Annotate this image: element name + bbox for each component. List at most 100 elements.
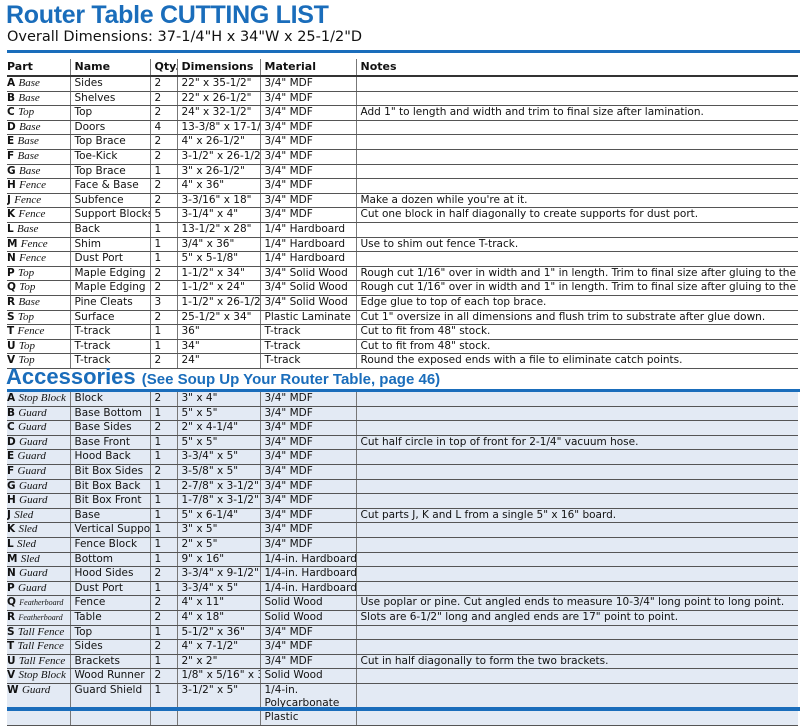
name-cell: Doors (69, 120, 150, 136)
dimensions-cell: 3" x 26-1/2" (176, 164, 260, 180)
dimensions-cell: 13-1/2" x 28" (176, 222, 260, 238)
dimensions-cell: 1/8" x 5/16" x 3" (176, 668, 260, 684)
notes-cell: Use to shim out fence T-track. (355, 237, 798, 253)
table-row: S Top Surface 2 25-1/2" x 34" Plastic Lamina… (7, 310, 798, 326)
name-cell: Face & Base (69, 178, 150, 194)
dimensions-cell: 2-7/8" x 3-1/2" (176, 479, 260, 495)
table-row: L Base Back 1 13-1/2" x 28" 1/4" Hardboard (7, 222, 798, 238)
name-cell: Pine Cleats (69, 295, 150, 311)
table-row: H Fence Face & Base 2 4" x 36" 3/4" MDF (7, 178, 798, 194)
part-category: Base (19, 120, 41, 133)
name-cell: Bit Box Front (69, 493, 150, 509)
part-letter: Q (7, 596, 16, 609)
name-cell: Top (69, 105, 150, 121)
dimensions-cell: 5-1/2" x 36" (176, 625, 260, 641)
part-cell: H Fence (7, 178, 70, 194)
name-cell: Fence Block (69, 537, 150, 553)
material-cell: Plastic Laminate (259, 310, 356, 326)
notes-cell: Cut in half diagonally to form the two b… (355, 654, 798, 670)
qty-cell: 1 (149, 625, 177, 641)
table-row: E Guard Hood Back 1 3-3/4" x 5" 3/4" MDF (7, 449, 798, 465)
part-cell: L Sled (7, 537, 70, 553)
table-row: G Guard Bit Box Back 1 2-7/8" x 3-1/2" 3/4" … (7, 479, 798, 495)
part-cell: S Tall Fence (7, 625, 70, 641)
table-row: S Tall Fence Top 1 5-1/2" x 36" 3/4" MDF (7, 625, 798, 641)
part-cell: A Base (7, 76, 70, 92)
part-category: Sled (20, 552, 40, 565)
part-category: Fence (18, 208, 46, 221)
table-row: H Guard Bit Box Front 1 1-7/8" x 3-1/2" 3/4"… (7, 493, 798, 509)
part-category: Featherboard (19, 598, 64, 608)
table-row: T Fence T-track 1 36" T-track Cut to fit from… (7, 324, 798, 340)
material-cell: 3/4" MDF (259, 134, 356, 150)
dimensions-cell: 4" x 26-1/2" (176, 134, 260, 150)
part-category: Fence (17, 325, 45, 338)
part-category: Fence (19, 179, 47, 192)
table-row: M Sled Bottom 1 9" x 16" 1/4-in. Hardboard (7, 552, 798, 568)
name-cell: Bit Box Sides (69, 464, 150, 480)
part-letter: L (7, 222, 14, 235)
name-cell: Dust Port (69, 581, 150, 597)
qty-cell: 1 (149, 552, 177, 568)
material-cell: 1/4" Hardboard (259, 251, 356, 267)
notes-cell (355, 464, 798, 480)
notes-cell (355, 164, 798, 180)
material-cell: 1/4" Hardboard (259, 237, 356, 253)
qty-cell: 5 (149, 207, 177, 223)
material-cell: 3/4" MDF (259, 406, 356, 422)
qty-cell: 1 (149, 339, 177, 355)
table-row: C Top Top 2 24" x 32-1/2" 3/4" MDF Add 1" to … (7, 105, 798, 121)
notes-cell (355, 134, 798, 150)
name-cell: Base Sides (69, 420, 150, 436)
dimensions-cell: 5" x 5" (176, 406, 260, 422)
dimensions-cell: 1-1/2" x 24" (176, 280, 260, 296)
name-cell: Top Brace (69, 134, 150, 150)
name-cell: Base Front (69, 435, 150, 451)
notes-cell: Use poplar or pine. Cut angled ends to m… (355, 595, 798, 611)
material-cell: 1/4-in. Hardboard (259, 552, 356, 568)
part-cell: S Top (7, 310, 70, 326)
dimensions-cell: 3" x 4" (176, 392, 260, 407)
name-cell: Bit Box Back (69, 479, 150, 495)
dimensions-cell: 1-7/8" x 3-1/2" (176, 493, 260, 509)
part-letter: Q (7, 281, 16, 294)
table-row: P Top Maple Edging 2 1-1/2" x 34" 3/4" Solid… (7, 266, 798, 282)
table-row: N Guard Hood Sides 2 3-3/4" x 9-1/2" 1/4-in.… (7, 566, 798, 582)
name-cell: Back (69, 222, 150, 238)
part-category: Fence (20, 237, 48, 250)
part-letter: F (7, 149, 15, 162)
dimensions-cell: 4" x 11" (176, 595, 260, 611)
part-letter: S (7, 625, 15, 638)
qty-cell: 1 (149, 537, 177, 553)
notes-cell (355, 91, 798, 107)
qty-cell: 2 (149, 464, 177, 480)
name-cell: Wood Runner (69, 668, 150, 684)
notes-cell (355, 566, 798, 582)
table-header-row: Part Name Qty. Dimensions Material Notes (7, 59, 798, 77)
header-material: Material (259, 59, 356, 77)
name-cell: Brackets (69, 654, 150, 670)
notes-cell: Make a dozen while you're at it. (355, 193, 798, 209)
notes-cell (355, 449, 798, 465)
qty-cell: 2 (149, 610, 177, 626)
table-row: A Stop Block Block 2 3" x 4" 3/4" MDF (7, 392, 798, 407)
qty-cell: 2 (149, 392, 177, 407)
qty-cell: 2 (149, 91, 177, 107)
qty-cell: 2 (149, 668, 177, 684)
accessories-heading: Accessories (6, 364, 136, 389)
notes-cell: Cut parts J, K and L from a single 5" x … (355, 508, 798, 524)
qty-cell: 2 (149, 566, 177, 582)
table-row: C Guard Base Sides 2 2" x 4-1/4" 3/4" MDF (7, 420, 798, 436)
material-cell: 3/4" MDF (259, 207, 356, 223)
accessories-table: A Stop Block Block 2 3" x 4" 3/4" MDF B Guard… (7, 392, 798, 726)
material-cell: 3/4" Solid Wood (259, 280, 356, 296)
notes-cell (355, 639, 798, 655)
name-cell: Toe-Kick (69, 149, 150, 165)
part-category: Top (19, 281, 36, 294)
part-letter: W (7, 683, 19, 696)
part-letter: K (7, 208, 16, 221)
part-cell: J Sled (7, 508, 70, 524)
name-cell: Sides (69, 639, 150, 655)
bottom-bar (7, 707, 800, 711)
